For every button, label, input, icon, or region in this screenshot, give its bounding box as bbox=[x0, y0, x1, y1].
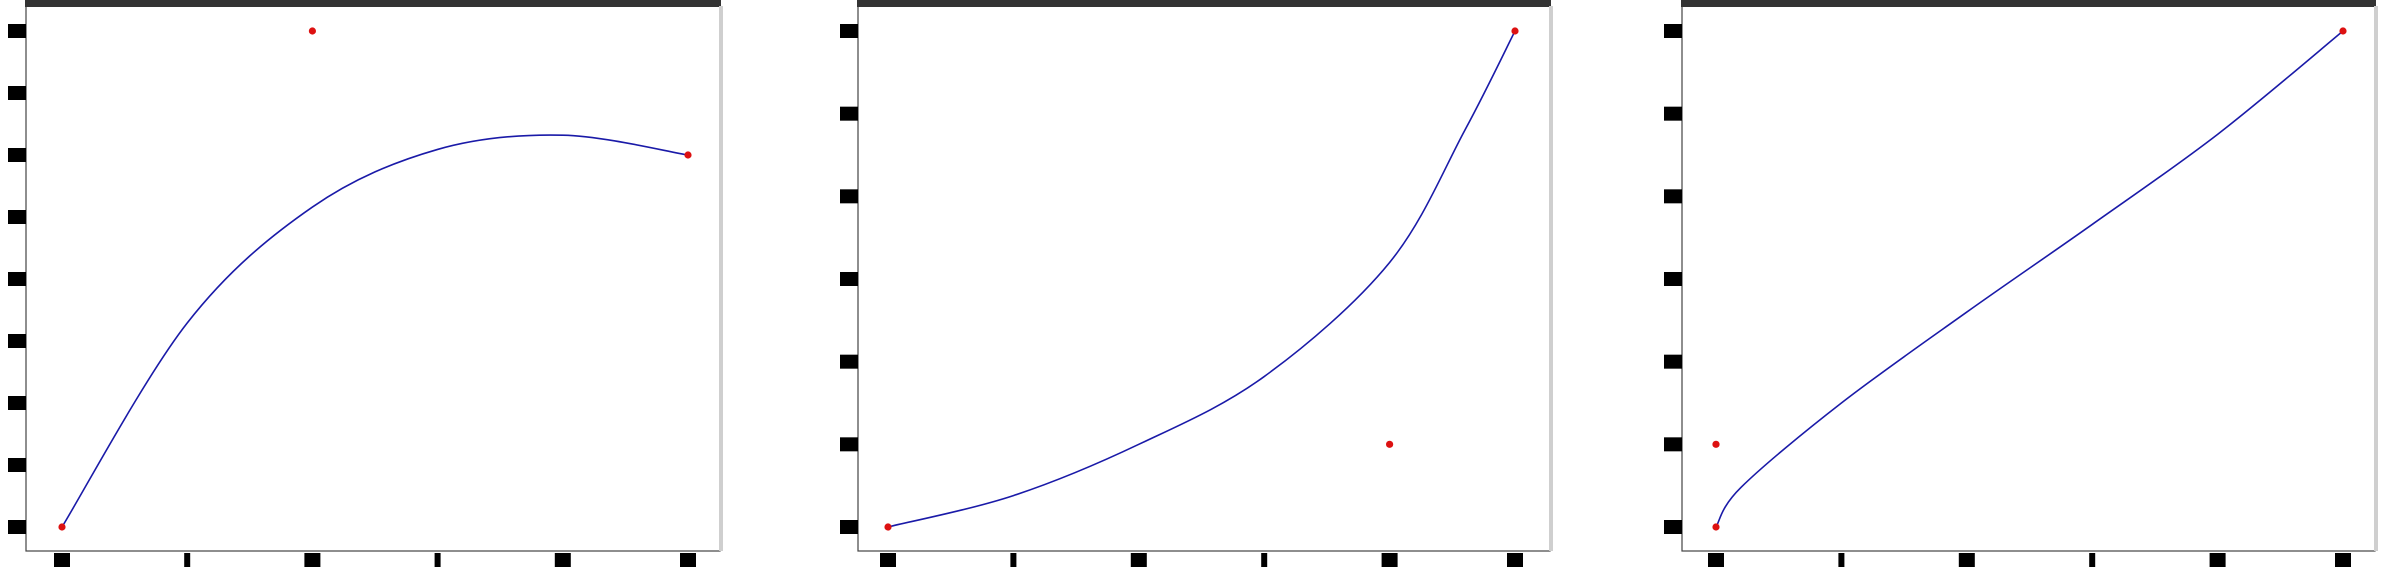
control-point bbox=[684, 151, 692, 159]
y-tick-mark bbox=[1664, 272, 1682, 286]
plot-top-bar bbox=[1681, 0, 2376, 7]
x-tick-mark bbox=[1507, 553, 1523, 567]
y-tick-mark bbox=[8, 24, 26, 38]
y-tick-mark bbox=[8, 148, 26, 162]
x-tick-mark bbox=[184, 553, 191, 567]
control-point bbox=[2339, 27, 2347, 35]
x-tick-mark bbox=[1010, 553, 1017, 567]
x-tick-mark bbox=[1261, 553, 1268, 567]
x-tick-mark bbox=[2209, 553, 2226, 567]
y-tick-mark bbox=[840, 106, 858, 121]
y-tick-mark bbox=[1664, 106, 1682, 121]
control-point bbox=[58, 523, 66, 531]
chart-panel-2 bbox=[840, 0, 1553, 567]
y-tick-mark bbox=[8, 210, 26, 224]
x-tick-mark bbox=[1130, 553, 1147, 567]
x-tick-mark bbox=[434, 553, 441, 567]
x-tick-mark bbox=[554, 553, 571, 567]
y-tick-mark bbox=[840, 437, 858, 452]
y-tick-mark bbox=[8, 520, 26, 534]
plot-right-edge bbox=[719, 6, 723, 551]
y-tick-mark bbox=[8, 272, 26, 286]
x-tick-mark bbox=[54, 553, 70, 567]
control-point bbox=[1386, 440, 1394, 448]
x-tick-mark bbox=[880, 553, 896, 567]
y-tick-mark bbox=[840, 272, 858, 286]
y-tick-mark bbox=[8, 334, 26, 348]
chart-panel-3 bbox=[1664, 0, 2378, 567]
curve-line bbox=[1715, 30, 2344, 528]
plot-right-edge bbox=[1549, 6, 1553, 551]
plot-frame bbox=[1681, 5, 2376, 552]
x-tick-mark bbox=[1838, 553, 1845, 567]
y-tick-mark bbox=[1664, 437, 1682, 452]
x-tick-mark bbox=[1381, 553, 1398, 567]
y-tick-mark bbox=[1664, 520, 1682, 534]
curve-line bbox=[887, 30, 1516, 528]
x-tick-mark bbox=[2089, 553, 2096, 567]
y-tick-mark bbox=[1664, 189, 1682, 204]
y-tick-mark bbox=[840, 24, 858, 38]
y-tick-mark bbox=[8, 458, 26, 472]
y-tick-mark bbox=[840, 189, 858, 204]
y-tick-mark bbox=[1664, 354, 1682, 369]
plot-frame bbox=[25, 5, 721, 552]
curve-line bbox=[61, 134, 689, 528]
x-tick-mark bbox=[2335, 553, 2351, 567]
plot-frame bbox=[857, 5, 1551, 552]
y-tick-mark bbox=[8, 86, 26, 100]
plot-right-edge bbox=[2374, 6, 2378, 551]
x-tick-mark bbox=[304, 553, 321, 567]
control-point bbox=[1712, 440, 1720, 448]
control-point bbox=[308, 27, 316, 35]
plot-top-bar bbox=[857, 0, 1551, 7]
y-tick-mark bbox=[840, 520, 858, 534]
x-tick-mark bbox=[1708, 553, 1724, 567]
y-tick-mark bbox=[840, 354, 858, 369]
y-tick-mark bbox=[8, 396, 26, 410]
control-point bbox=[1712, 523, 1720, 531]
x-tick-mark bbox=[1958, 553, 1975, 567]
y-tick-mark bbox=[1664, 24, 1682, 38]
chart-panel-1 bbox=[8, 0, 723, 567]
plot-top-bar bbox=[25, 0, 721, 7]
control-point bbox=[884, 523, 892, 531]
x-tick-mark bbox=[680, 553, 696, 567]
control-point bbox=[1511, 27, 1519, 35]
